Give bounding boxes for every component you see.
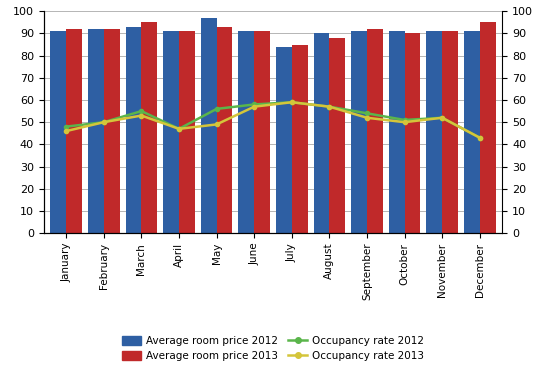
- Bar: [464, 31, 480, 233]
- Bar: [389, 31, 405, 233]
- Bar: [442, 31, 458, 233]
- Bar: [351, 31, 367, 233]
- Bar: [179, 31, 195, 233]
- Bar: [141, 23, 157, 233]
- Bar: [405, 33, 420, 233]
- Bar: [276, 47, 292, 233]
- Bar: [104, 29, 120, 233]
- Bar: [254, 31, 270, 233]
- Bar: [292, 45, 307, 233]
- Bar: [126, 27, 141, 233]
- Bar: [217, 27, 233, 233]
- Bar: [367, 29, 383, 233]
- Bar: [163, 31, 179, 233]
- Bar: [66, 29, 82, 233]
- Legend: Average room price 2012, Average room price 2013, Occupancy rate 2012, Occupancy: Average room price 2012, Average room pr…: [118, 332, 428, 365]
- Bar: [329, 38, 345, 233]
- Bar: [88, 29, 104, 233]
- Bar: [480, 23, 496, 233]
- Bar: [50, 31, 66, 233]
- Bar: [426, 31, 442, 233]
- Bar: [201, 18, 217, 233]
- Bar: [239, 31, 254, 233]
- Bar: [313, 33, 329, 233]
